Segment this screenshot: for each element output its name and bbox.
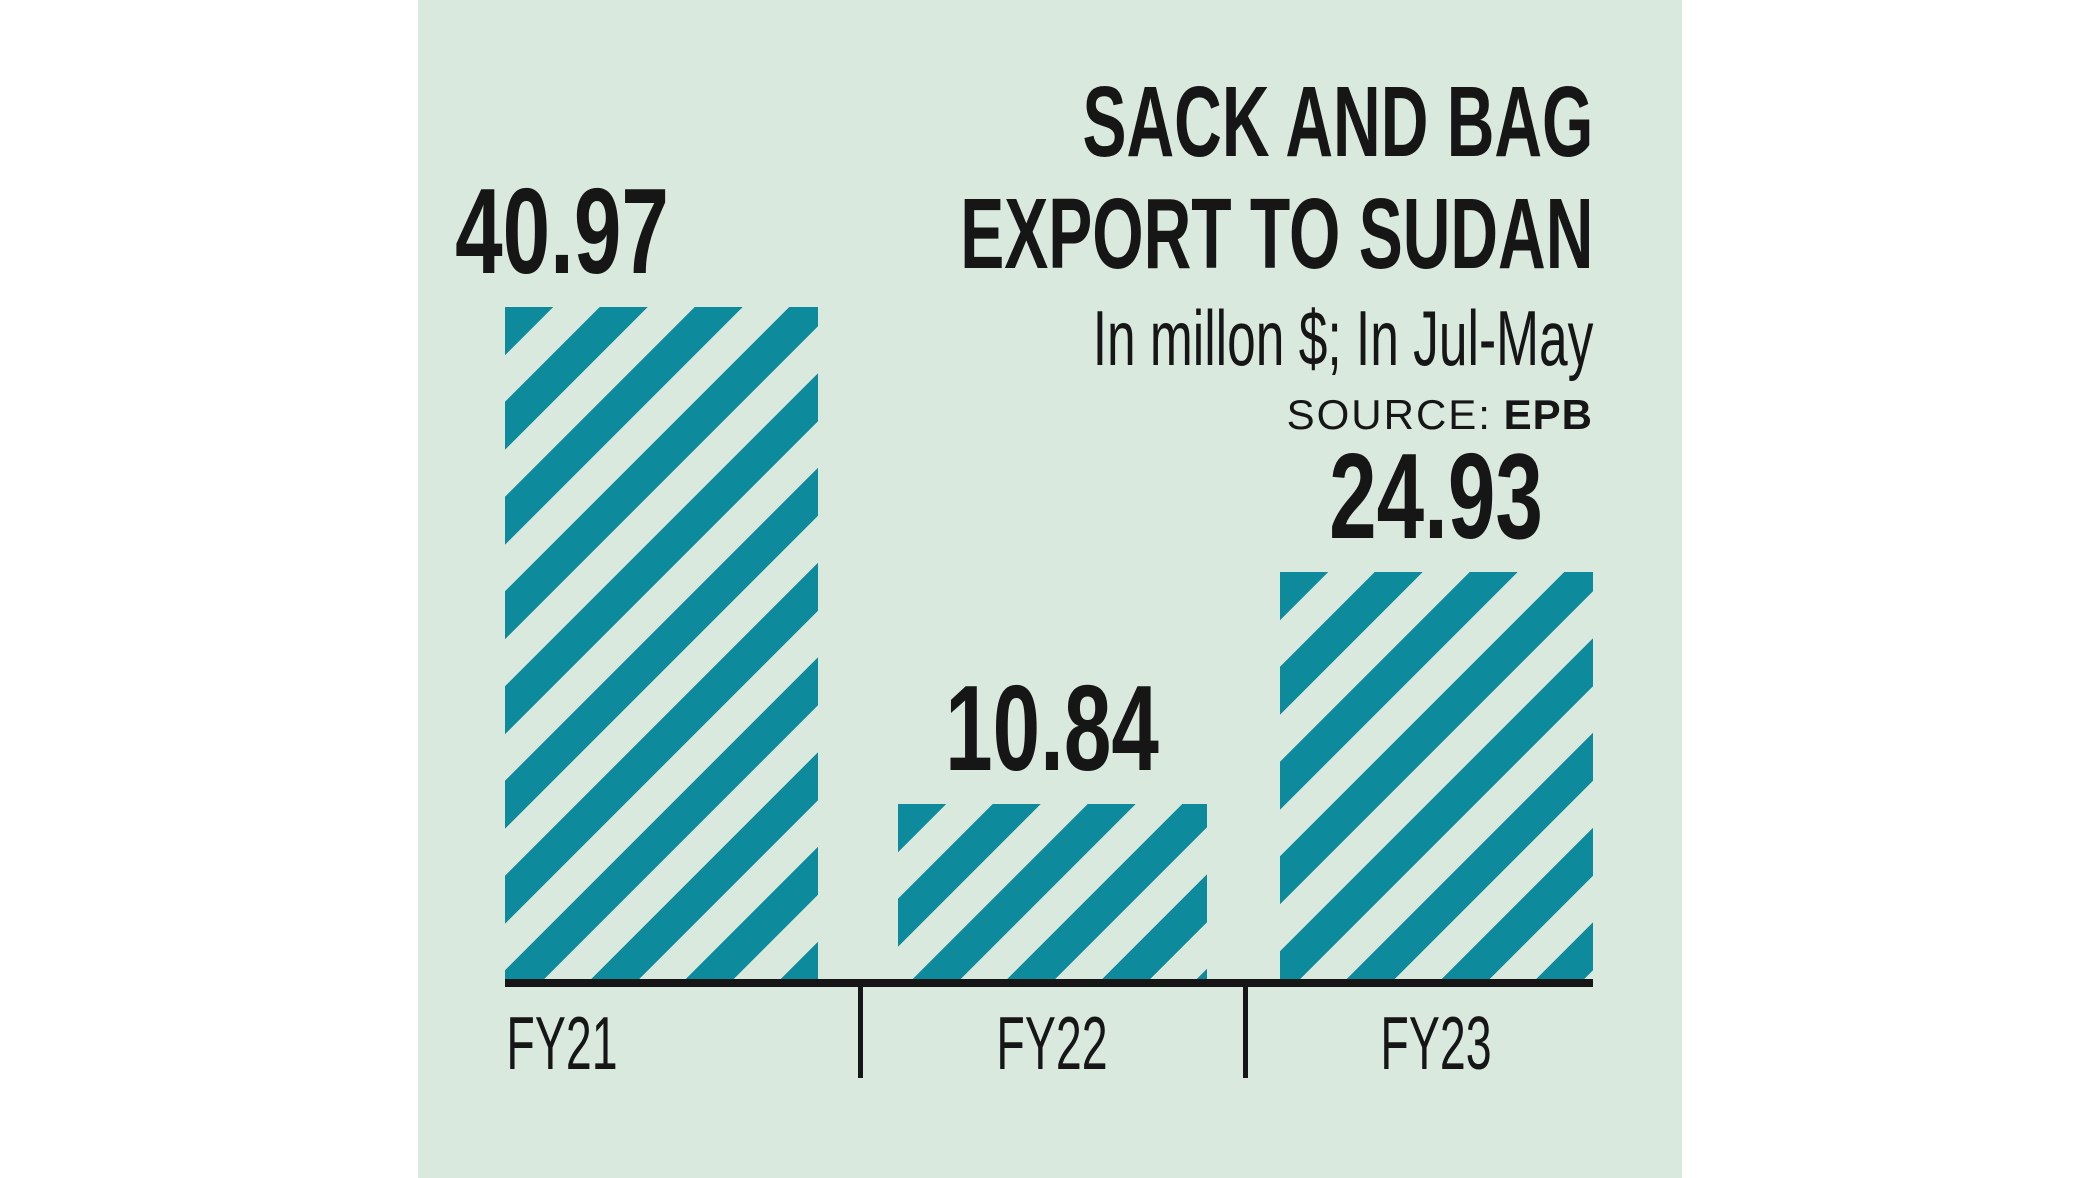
bar-fy21 (505, 307, 818, 983)
chart-header: SACK AND BAG EXPORT TO SUDAN In millon $… (634, 66, 1593, 438)
chart-source: SOURCE: EPB (634, 392, 1593, 438)
bar-value-fy22: 10.84 (945, 660, 1159, 796)
x-axis-label-fy22: FY22 (996, 1001, 1108, 1085)
x-axis-label-fy21: FY21 (506, 1001, 618, 1085)
bar-value-fy21: 40.97 (455, 163, 669, 299)
source-value: EPB (1503, 391, 1593, 438)
chart-title-line1: SACK AND BAG (1082, 66, 1593, 178)
bar-fy22 (898, 804, 1207, 983)
bar-fy23 (1280, 572, 1593, 983)
x-axis-tick-2 (1243, 983, 1248, 1078)
x-axis-label-fy23: FY23 (1380, 1001, 1492, 1085)
chart-title-line2: EXPORT TO SUDAN (959, 178, 1593, 290)
bar-chart: 40.97 10.84 24.93 FY21 FY22 FY23 (418, 0, 1682, 1178)
x-axis-line (505, 979, 1593, 987)
x-axis-tick-1 (858, 983, 863, 1078)
chart-panel: SACK AND BAG EXPORT TO SUDAN In millon $… (418, 0, 1682, 1178)
chart-subtitle: In millon $; In Jul-May (1092, 294, 1593, 382)
bar-value-fy23: 24.93 (1329, 428, 1543, 564)
source-label: SOURCE: (1286, 391, 1492, 438)
